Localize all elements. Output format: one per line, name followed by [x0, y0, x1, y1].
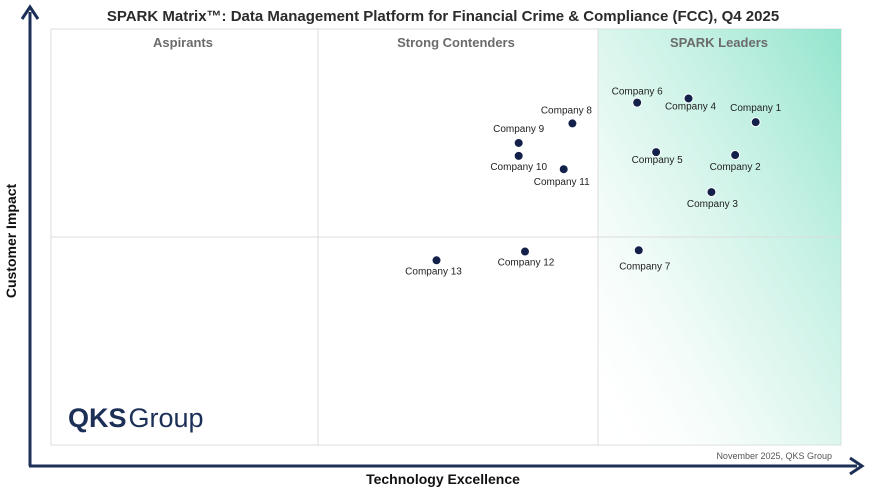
- data-point-company-12[interactable]: [520, 246, 530, 257]
- quadrant-label-spark-leaders: SPARK Leaders: [670, 35, 768, 50]
- data-point-company-1[interactable]: [750, 117, 761, 128]
- logo-qks-text: QKS: [68, 403, 127, 433]
- point-label-company-4: Company 4: [665, 101, 717, 112]
- point-label-company-9: Company 9: [493, 124, 545, 135]
- x-axis-arrow-icon: [849, 456, 865, 476]
- point-label-company-1: Company 1: [730, 103, 782, 114]
- footer-credit: November 2025, QKS Group: [716, 451, 832, 461]
- y-axis-arrow-icon: [20, 4, 40, 20]
- data-point-company-7[interactable]: [633, 245, 644, 256]
- data-point-company-3[interactable]: [706, 187, 717, 198]
- point-label-company-6: Company 6: [612, 87, 664, 98]
- data-point-company-8[interactable]: [567, 118, 578, 129]
- point-label-company-11: Company 11: [534, 177, 590, 188]
- x-axis-title: Technology Excellence: [366, 471, 520, 487]
- point-label-company-5: Company 5: [632, 155, 684, 166]
- y-axis-title: Customer Impact: [3, 183, 19, 298]
- logo-group-text: Group: [129, 403, 204, 433]
- data-point-company-4[interactable]: [683, 93, 694, 104]
- data-point-company-6[interactable]: [632, 97, 643, 108]
- chart-title: SPARK Matrix™: Data Management Platform …: [107, 8, 779, 25]
- quadrant-label-strong-contenders: Strong Contenders: [397, 35, 515, 50]
- data-point-company-5[interactable]: [651, 147, 662, 158]
- point-label-company-3: Company 3: [687, 199, 739, 210]
- data-point-company-2[interactable]: [730, 150, 741, 161]
- data-point-company-11[interactable]: [558, 164, 569, 175]
- quadrant-label-aspirants: Aspirants: [153, 35, 213, 50]
- point-label-company-10: Company 10: [490, 162, 547, 173]
- qks-group-logo: QKSGroup: [68, 403, 204, 433]
- point-label-company-13: Company 13: [405, 266, 462, 277]
- point-label-company-2: Company 2: [710, 162, 762, 173]
- point-label-company-8: Company 8: [541, 105, 593, 116]
- data-point-company-13[interactable]: [431, 255, 442, 266]
- point-label-company-7: Company 7: [619, 261, 671, 272]
- data-point-company-9[interactable]: [513, 137, 524, 148]
- data-point-company-10[interactable]: [513, 150, 524, 161]
- point-label-company-12: Company 12: [498, 258, 555, 269]
